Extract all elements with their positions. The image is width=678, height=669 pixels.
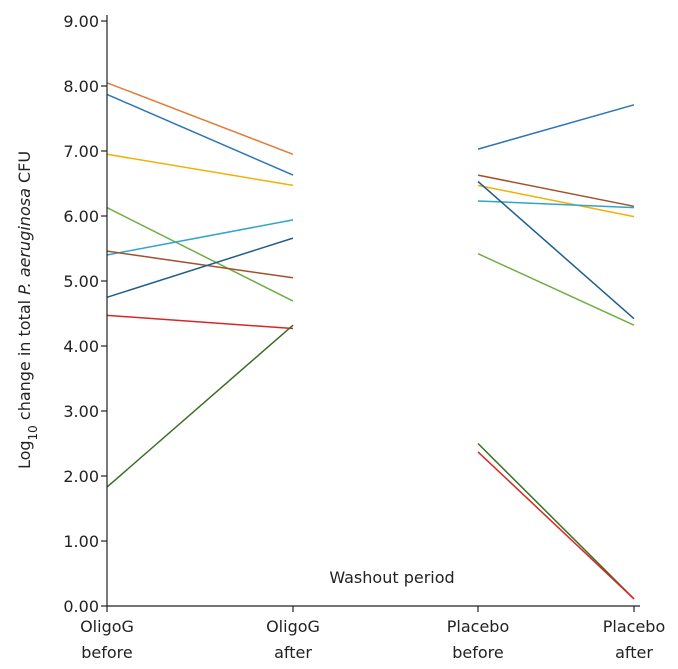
x-category-label-line1: OligoG <box>266 617 320 636</box>
data-segment-oligog-2 <box>106 93 294 176</box>
x-category-label-line2: after <box>274 643 312 662</box>
x-category-label-line2: before <box>452 643 504 662</box>
y-tick-label: 5.00 <box>63 272 99 291</box>
data-segment-placebo-13 <box>477 200 635 209</box>
data-segment-oligog-4 <box>106 206 294 302</box>
data-segment-placebo-10 <box>477 104 635 150</box>
data-lines <box>106 82 635 600</box>
data-segment-placebo-12 <box>477 184 635 218</box>
y-tick-label: 2.00 <box>63 467 99 486</box>
axes <box>101 15 640 612</box>
data-segment-placebo-11 <box>477 174 635 208</box>
data-segment-oligog-9 <box>106 324 294 488</box>
x-category-label-line2: before <box>81 643 133 662</box>
data-segment-oligog-3 <box>106 153 294 187</box>
data-segment-oligog-6 <box>106 250 294 279</box>
y-tick-label: 9.00 <box>63 12 99 31</box>
y-tick-label: 6.00 <box>63 207 99 226</box>
data-segment-placebo-15 <box>477 253 635 326</box>
data-segment-oligog-7 <box>106 237 294 299</box>
data-segment-placebo-14 <box>477 180 635 320</box>
washout-annotation: Washout period <box>329 568 454 587</box>
y-tick-label: 7.00 <box>63 142 99 161</box>
data-segment-oligog-5 <box>106 219 294 256</box>
x-category-label-line1: Placebo <box>603 617 665 636</box>
data-segment-placebo-16 <box>477 442 635 600</box>
data-segment-oligog-1 <box>106 82 294 156</box>
y-tick-label: 4.00 <box>63 337 99 356</box>
y-axis-title: Log10 change in total P. aeruginosa CFU <box>15 151 40 469</box>
y-tick-label: 8.00 <box>63 77 99 96</box>
x-category-label-line1: Placebo <box>447 617 509 636</box>
x-category-label-line1: OligoG <box>80 617 134 636</box>
y-tick-labels: 0.00 1.00 2.00 3.00 4.00 5.00 6.00 7.00 8.00 9.00 <box>63 12 99 616</box>
x-category-label-line2: after <box>615 643 653 662</box>
y-tick-label: 3.00 <box>63 402 99 421</box>
y-tick-label: 0.00 <box>63 597 99 616</box>
data-segment-oligog-8 <box>106 314 294 330</box>
x-category-labels: OligoG before OligoG after Placebo before Plac… <box>80 617 665 662</box>
data-segment-placebo-17 <box>477 451 635 600</box>
y-tick-label: 1.00 <box>63 532 99 551</box>
